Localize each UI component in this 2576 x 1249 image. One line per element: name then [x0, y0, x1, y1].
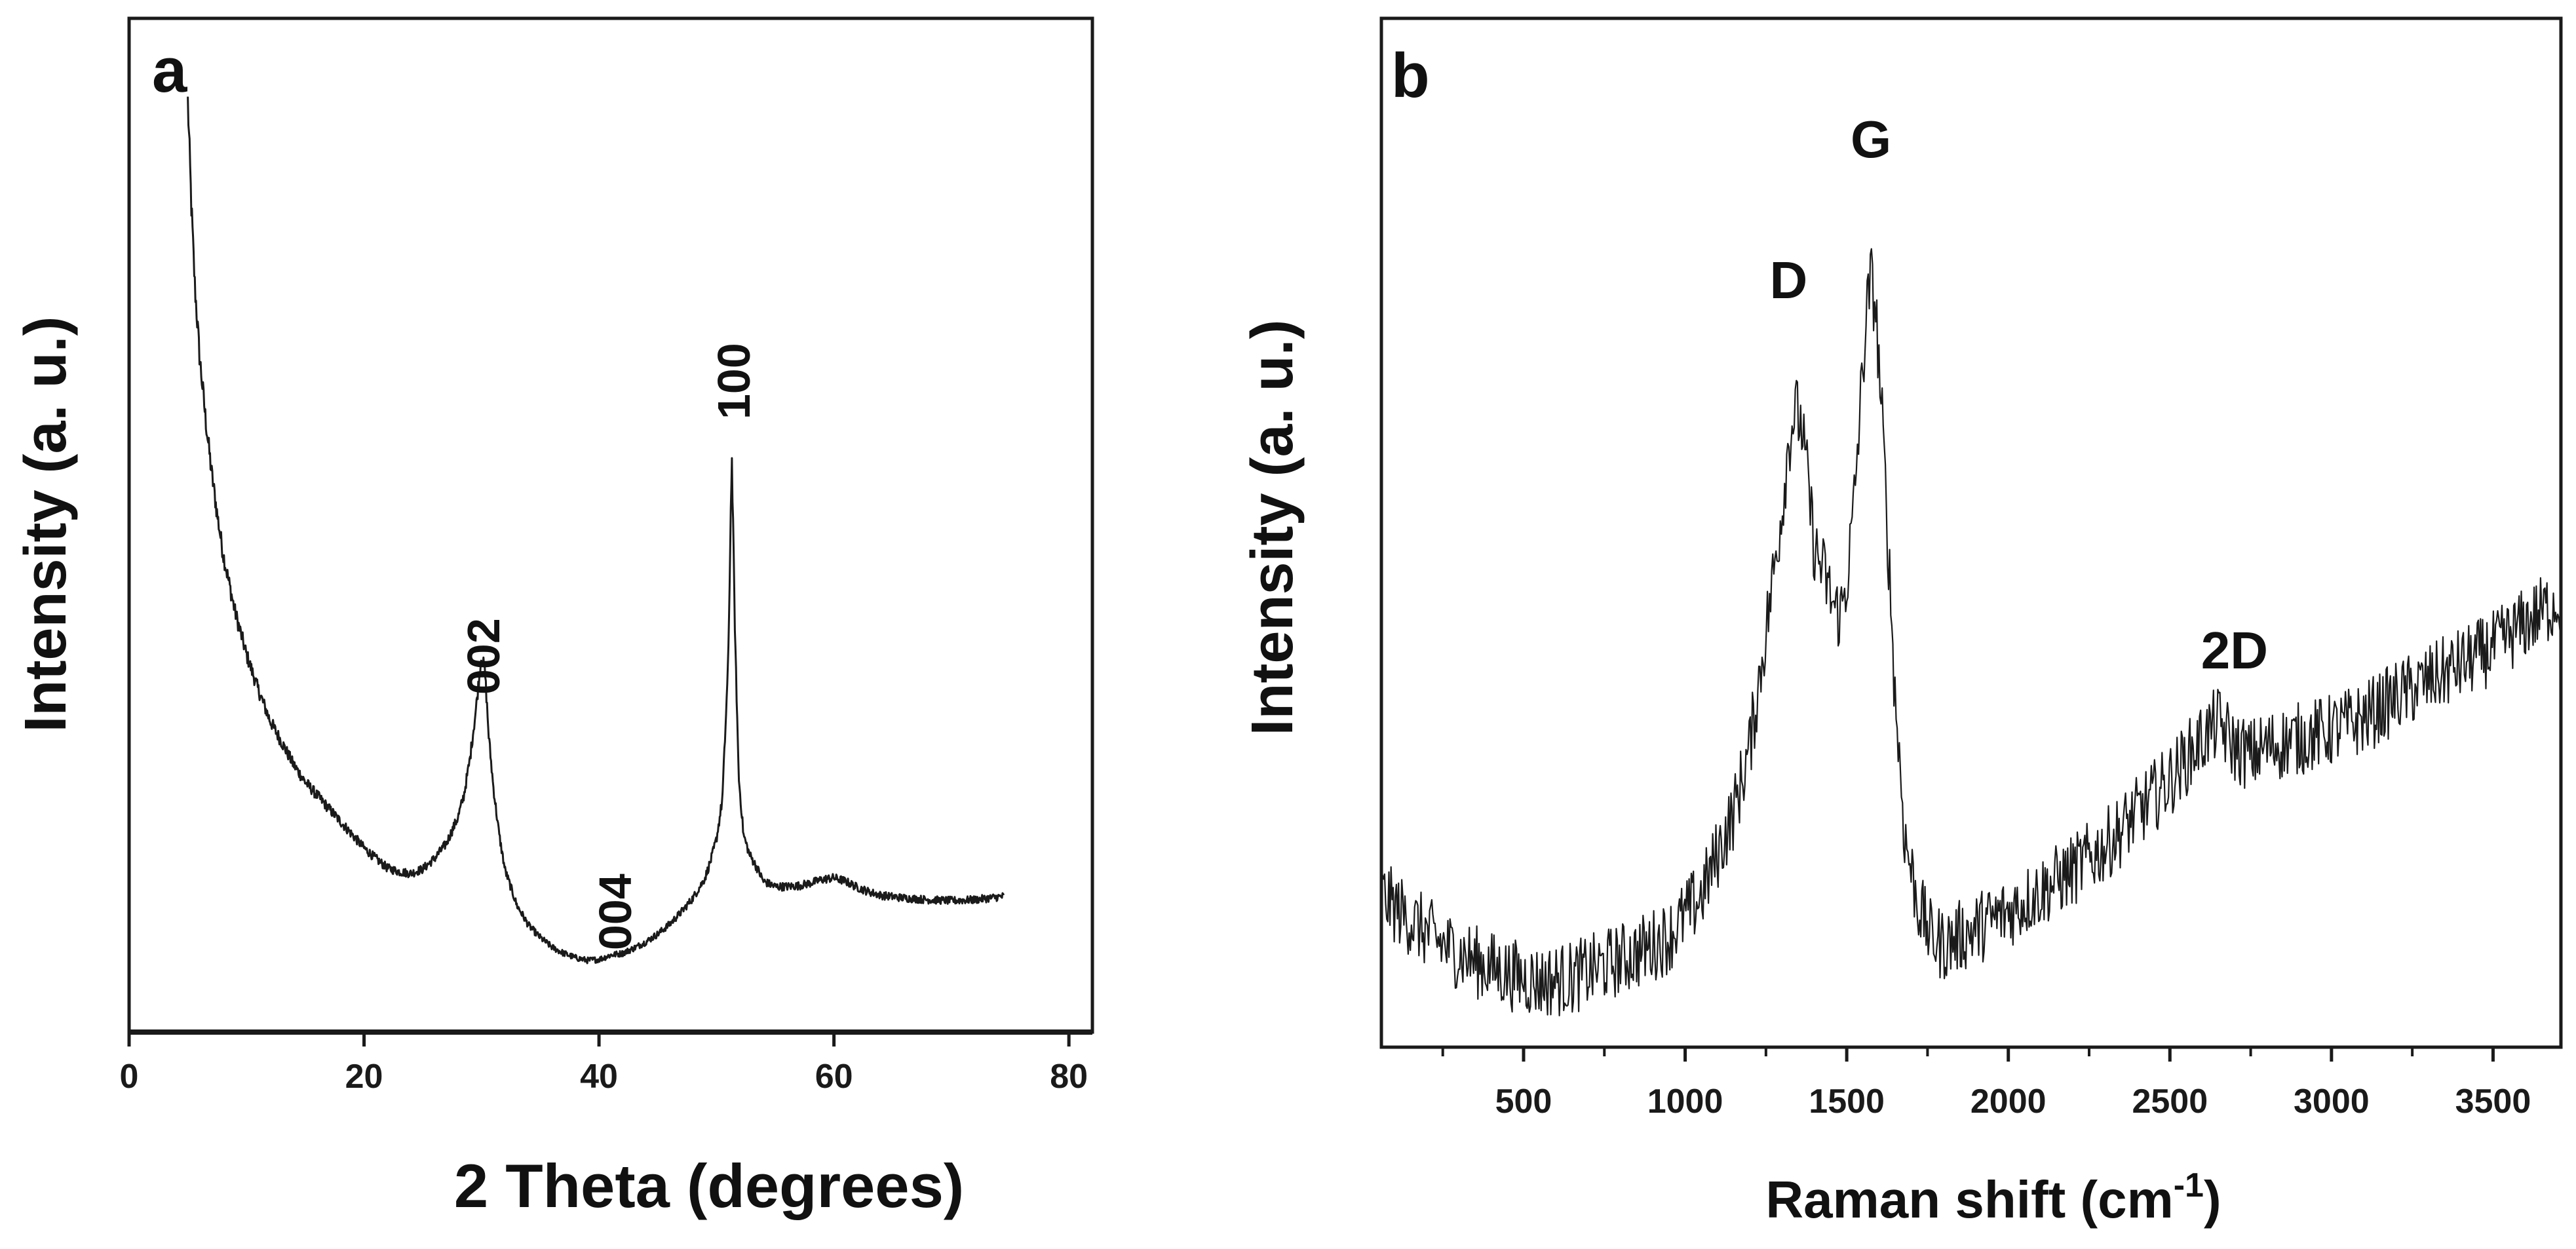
peak-label: 004 — [590, 874, 641, 950]
x-tick-label: 3500 — [2455, 1083, 2531, 1121]
series-line — [187, 96, 1005, 965]
panel-letter: a — [152, 35, 187, 106]
x-tick-label: 2500 — [2132, 1083, 2208, 1121]
x-axis-title-superscript: -1 — [2174, 1166, 2204, 1204]
peak-label: G — [1851, 110, 1891, 168]
x-tick-label: 0 — [120, 1058, 139, 1096]
x-tick-label: 80 — [1050, 1058, 1088, 1096]
peak-label: 2D — [2201, 621, 2268, 680]
x-axis-title: 2 Theta (degrees) — [454, 1151, 964, 1220]
x-tick-label: 1000 — [1647, 1083, 1723, 1121]
x-axis-ticks: 500 1000 1500 2000 2500 3000 3500 — [1441, 1047, 2531, 1121]
x-tick-label: 40 — [580, 1058, 618, 1096]
x-axis-title-close: ) — [2204, 1170, 2221, 1229]
x-axis-title: Raman shift (cm-1) — [1765, 1166, 2221, 1229]
panel-letter: b — [1391, 41, 1430, 111]
raman-panel: 500 1000 1500 2000 2500 3000 3500 D G 2D b Raman… — [1240, 16, 2563, 1229]
data-series — [187, 96, 1005, 965]
y-axis-title: Intensity (a. u.) — [1240, 319, 1305, 735]
x-axis-ticks: 0 20 40 60 80 — [120, 1032, 1088, 1096]
data-series — [1380, 248, 2562, 1016]
peak-annotations: 002 004 100 — [458, 343, 759, 950]
peak-label: 100 — [708, 343, 759, 419]
series-line — [1380, 248, 2562, 1016]
x-tick-label: 20 — [345, 1058, 383, 1096]
x-axis-title-text: Raman shift (cm — [1765, 1170, 2173, 1229]
x-tick-label: 60 — [815, 1058, 853, 1096]
peak-annotations: D G 2D — [1769, 110, 2268, 680]
y-axis-title: Intensity (a. u.) — [13, 316, 79, 732]
x-tick-label: 2000 — [1970, 1083, 2047, 1121]
peak-label: D — [1769, 251, 1807, 309]
peak-label: 002 — [458, 618, 509, 695]
x-tick-label: 3000 — [2294, 1083, 2370, 1121]
plot-frame — [1379, 16, 2563, 1049]
x-tick-label: 1500 — [1809, 1083, 1885, 1121]
x-tick-label: 500 — [1495, 1083, 1552, 1121]
